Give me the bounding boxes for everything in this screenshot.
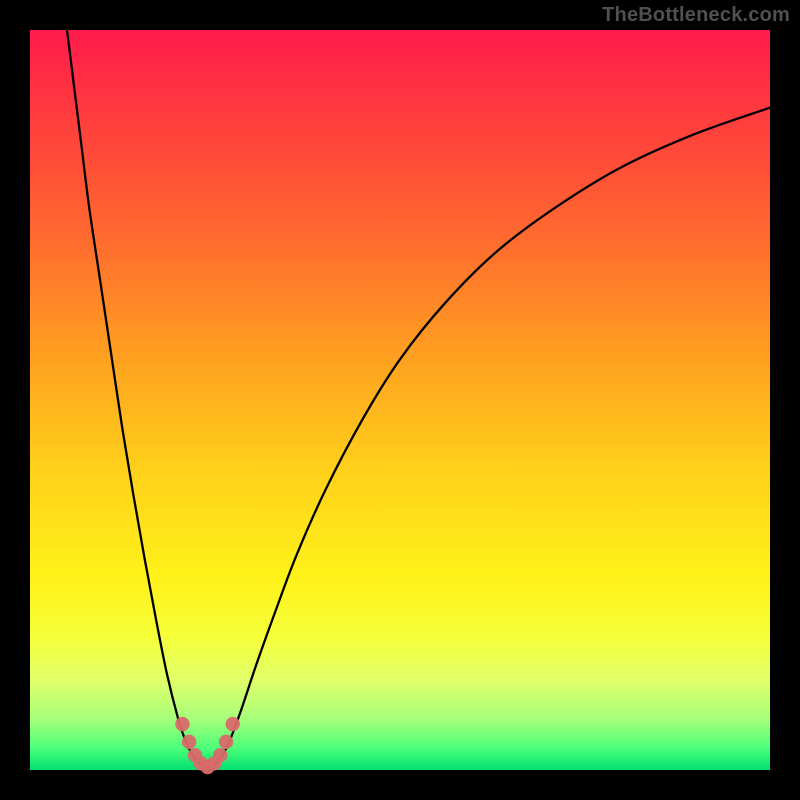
curve-left-branch [67,30,208,768]
chart-svg [30,30,770,770]
valley-marker [213,748,227,762]
valley-marker [182,735,196,749]
markers-group [175,717,240,774]
valley-marker [226,717,240,731]
chart-container: TheBottleneck.com [0,0,800,800]
plot-area [30,30,770,770]
valley-marker [219,735,233,749]
valley-marker [175,717,189,731]
watermark-text: TheBottleneck.com [602,4,790,27]
curves-group [67,30,770,768]
curve-right-branch [208,108,770,768]
